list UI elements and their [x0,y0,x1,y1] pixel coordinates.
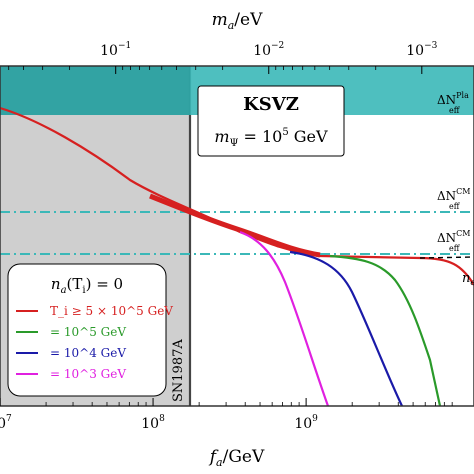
plot-frame [0,65,474,407]
top-tick-label: 10−1 [100,41,131,59]
top-tick-label: 10−2 [253,41,284,59]
legend-entry-label: = 10^3 GeV [50,367,126,381]
model-name: KSVZ [243,94,299,115]
series-group [0,106,474,407]
model-mass: mΨ = 105 GeV [214,127,328,149]
bottom-axis-ticks: 107 108 109 [0,398,453,432]
series-line-ti-1e3 [239,230,330,407]
series-line-ti-1e4 [289,250,403,407]
bottom-axis-label: fa/GeV [208,447,265,469]
legend-box [7,263,167,397]
cmb1-label-sub: eff [449,202,461,211]
planck-label-sub: eff [449,106,461,115]
top-tick-label: 10−3 [406,41,437,59]
series-line-ti-1e5 [329,254,442,407]
cmb2-label: ΔNCM [437,229,470,245]
legend-entries: T_i ≥ 5 × 10^5 GeV = 10^5 GeV = 10^4 GeV = … [16,304,173,381]
top-axis-label: ma/eV [212,10,263,32]
model-box [197,85,345,157]
dashed-reference-line [419,256,474,259]
legend-title: na(Ti) = 0 [51,275,123,296]
bottom-tick-label: 107 [0,414,12,432]
planck-label: ΔNPla [437,91,469,107]
legend-entry-label: T_i ≥ 5 × 10^5 GeV [50,304,173,318]
cmb1-label: ΔNCM [437,187,470,203]
legend-entry-label: = 10^4 GeV [50,346,126,360]
dashed-line-label: ne [462,271,474,287]
sn1987a-label: SN1987A [171,339,186,402]
bottom-tick-label: 108 [141,414,165,432]
top-axis-ticks: 10−1 10−2 10−3 [8,41,438,74]
planck-band-sn-overlap [0,66,190,115]
cmb2-label-sub: eff [449,244,461,253]
bottom-tick-label: 109 [294,414,318,432]
legend-entry-label: = 10^5 GeV [50,325,126,339]
series-band-ti-high [149,193,321,258]
